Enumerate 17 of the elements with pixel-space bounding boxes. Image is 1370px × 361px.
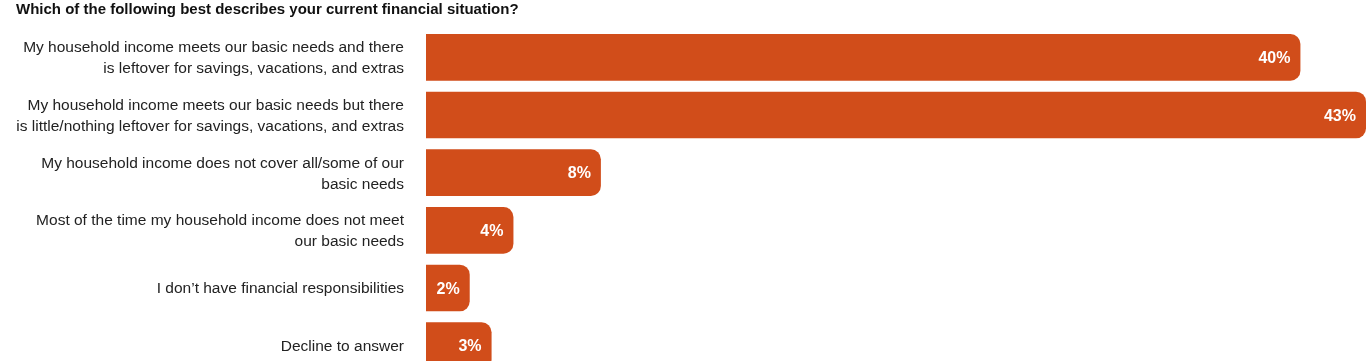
y-tick-label: I don’t have financial responsibilities xyxy=(156,279,405,297)
y-tick-label: My household income meets our basic needs and there is leftover for savings, vacations, and extras xyxy=(23,38,405,77)
data-label: 2% xyxy=(436,279,460,297)
bar xyxy=(426,91,1366,139)
y-tick-label: Decline to answer xyxy=(280,337,404,355)
bar xyxy=(426,206,514,254)
data-label: 8% xyxy=(567,164,591,182)
y-tick-label: My household income meets our basic needs but there is little/nothing leftover for savings, vacations, and extras xyxy=(16,95,405,134)
data-label: 40% xyxy=(1258,48,1291,66)
bar xyxy=(426,149,601,197)
y-tick-label: My household income does not cover all/some of our basic needs xyxy=(41,153,405,192)
y-tick-label: Most of the time my household income does not meet our basic needs xyxy=(36,211,405,250)
data-label: 43% xyxy=(1323,106,1356,124)
data-label: 3% xyxy=(458,337,482,355)
bar xyxy=(426,34,1301,81)
text: Which of the following best describes your current financial situation? xyxy=(16,0,519,17)
data-label: 4% xyxy=(480,221,504,239)
